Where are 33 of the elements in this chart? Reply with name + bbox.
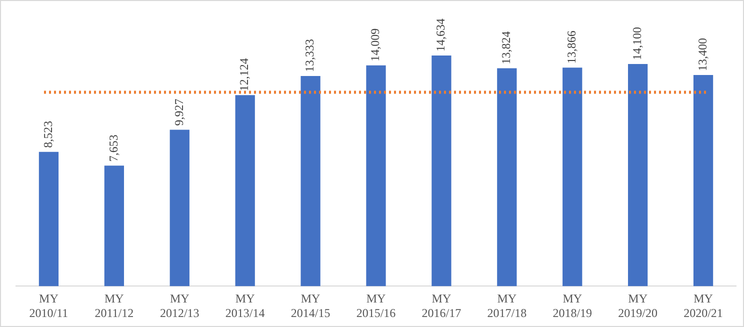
x-tick-label: MY 2012/13	[160, 292, 200, 320]
data-label: 13,333	[302, 39, 317, 72]
x-tick-label: MY 2015/16	[356, 292, 396, 320]
bar	[562, 68, 582, 286]
data-label: 13,400	[695, 38, 710, 71]
x-tick-label: MY 2013/14	[225, 292, 265, 320]
data-label: 14,634	[434, 18, 448, 52]
data-label: 9,927	[172, 98, 186, 126]
bar	[497, 68, 517, 286]
data-label: 14,100	[630, 26, 644, 60]
bar	[432, 56, 452, 286]
data-label: 13,824	[499, 31, 514, 64]
bar	[38, 152, 59, 286]
data-label: 7,653	[106, 134, 120, 162]
bar	[693, 74, 714, 286]
x-tick-label: MY 2010/11	[29, 292, 68, 320]
bar	[170, 130, 190, 286]
x-tick-label: MY 2014/15	[290, 292, 330, 320]
data-label: 12,124	[237, 58, 252, 92]
x-tick-label: MY 2018/19	[552, 292, 592, 320]
bar	[104, 166, 124, 286]
x-tick-label: MY 2020/21	[684, 292, 723, 320]
x-tick-label: MY 2017/18	[487, 292, 527, 320]
data-label: 14,009	[368, 28, 382, 62]
x-tick-label: MY 2019/20	[618, 292, 658, 320]
data-label: 8,523	[40, 120, 55, 148]
data-label: 13,866	[564, 30, 579, 64]
x-tick-label: MY 2011/12	[94, 292, 134, 320]
x-tick-label: MY 2016/17	[422, 292, 462, 320]
bar	[366, 65, 386, 286]
bar	[235, 95, 255, 286]
bar	[300, 76, 320, 286]
bar	[628, 64, 648, 286]
